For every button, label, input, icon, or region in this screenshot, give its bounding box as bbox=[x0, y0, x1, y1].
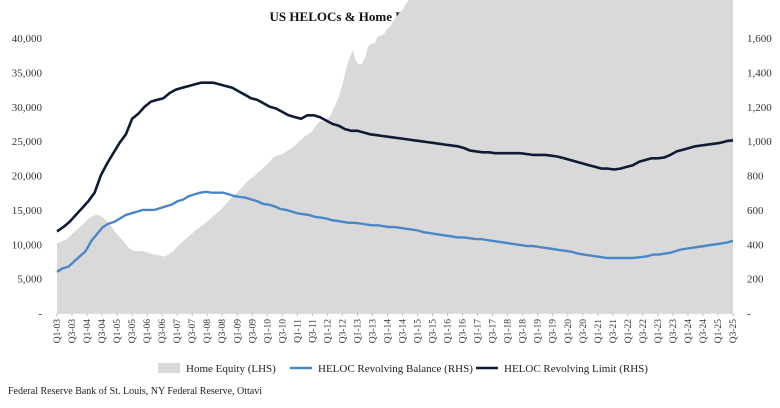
x-tick-label: Q1-16 bbox=[444, 319, 454, 344]
left-tick-label: 20,000 bbox=[12, 171, 43, 183]
right-tick-label: 1,000 bbox=[747, 136, 772, 148]
area-layer bbox=[57, 0, 733, 313]
x-tick-label: Q3-03 bbox=[68, 319, 78, 344]
right-tick-label: 800 bbox=[747, 171, 764, 183]
x-tick-label: Q3-17 bbox=[489, 319, 499, 344]
x-tick-label: Q3-05 bbox=[128, 319, 138, 344]
left-tick-label: - bbox=[38, 308, 42, 320]
legend: Home Equity (LHS) HELOC Revolving Balanc… bbox=[158, 363, 648, 375]
x-tick-label: Q3-24 bbox=[699, 319, 709, 344]
series-line-heloc-balance bbox=[56, 190, 734, 273]
right-tick-label: - bbox=[747, 308, 751, 320]
x-tick-label: Q3-07 bbox=[188, 319, 198, 344]
x-tick-label: Q1-19 bbox=[534, 319, 544, 344]
x-tick-label: Q1-18 bbox=[504, 319, 514, 344]
left-tick-label: 5,000 bbox=[17, 274, 42, 286]
series-line-heloc-limit bbox=[56, 81, 734, 233]
x-tick-label: Q1-07 bbox=[173, 319, 183, 344]
x-tick-label: Q1-17 bbox=[474, 319, 484, 344]
legend-label-home-equity: Home Equity (LHS) bbox=[186, 363, 276, 375]
left-axis: - 5,000 10,000 15,000 20,000 25,000 30,000 35,0… bbox=[12, 33, 43, 320]
x-tick-label: Q1-03 bbox=[53, 319, 63, 344]
left-tick-label: 40,000 bbox=[12, 33, 43, 45]
x-tick-label: Q1-22 bbox=[624, 319, 634, 344]
x-tick-label: Q1-12 bbox=[323, 319, 333, 344]
x-tick-label: Q3-09 bbox=[248, 319, 258, 344]
series-area-home-equity bbox=[57, 0, 733, 313]
left-tick-label: 25,000 bbox=[12, 136, 43, 148]
x-axis: Q1-03 Q3-03 Q1-04 Q3-04 Q1-05 Q3-05 Q1-06 Q3-06… bbox=[53, 313, 739, 343]
x-tick-label: Q1-24 bbox=[684, 319, 694, 344]
legend-label-heloc-balance: HELOC Revolving Balance (RHS) bbox=[318, 363, 473, 375]
x-tick-label: Q3-13 bbox=[368, 319, 378, 344]
right-tick-label: 200 bbox=[747, 274, 764, 286]
right-tick-label: 1,400 bbox=[747, 67, 772, 79]
x-tick-label: Q3-15 bbox=[429, 319, 439, 344]
x-tick-label: Q3-22 bbox=[639, 319, 649, 344]
x-tick-label: Q3-06 bbox=[158, 319, 168, 344]
x-tick-label: Q3-08 bbox=[218, 319, 228, 344]
legend-label-heloc-limit: HELOC Revolving Limit (RHS) bbox=[504, 363, 648, 375]
x-tick-label: Q1-06 bbox=[143, 319, 153, 344]
right-tick-label: 400 bbox=[747, 239, 764, 251]
left-tick-label: 35,000 bbox=[12, 67, 43, 79]
x-tick-label: Q1-05 bbox=[113, 319, 123, 344]
x-tick-label: Q1-09 bbox=[233, 319, 243, 344]
x-tick-label: Q1-25 bbox=[714, 319, 724, 344]
x-tick-label: Q3-10 bbox=[278, 319, 288, 344]
x-tick-label: Q1-15 bbox=[414, 319, 424, 344]
right-axis: - 200 400 600 800 1,000 1,200 1,400 1,600 bbox=[747, 33, 772, 320]
source-note: Federal Reserve Bank of St. Louis, NY Fe… bbox=[8, 386, 262, 397]
x-tick-label: Q1-20 bbox=[564, 319, 574, 344]
x-tick-label: Q3-25 bbox=[729, 319, 739, 344]
x-tick-label: Q1-04 bbox=[83, 319, 93, 344]
x-tick-label: Q1-23 bbox=[654, 319, 664, 344]
x-tick-label: Q1-11 bbox=[293, 319, 303, 343]
x-tick-label: Q1-08 bbox=[203, 319, 213, 344]
x-tick-label: Q3-20 bbox=[579, 319, 589, 344]
x-tick-label: Q1-21 bbox=[594, 319, 604, 344]
left-tick-label: 30,000 bbox=[12, 102, 43, 114]
x-tick-label: Q3-14 bbox=[399, 319, 409, 344]
x-tick-label: Q3-16 bbox=[459, 319, 469, 344]
right-tick-label: 600 bbox=[747, 205, 764, 217]
x-tick-label: Q3-23 bbox=[669, 319, 679, 344]
line-layer bbox=[56, 81, 734, 273]
x-tick-label: Q1-14 bbox=[383, 319, 393, 344]
left-tick-label: 10,000 bbox=[12, 239, 43, 251]
x-tick-label: Q3-19 bbox=[549, 319, 559, 344]
legend-swatch-home-equity bbox=[158, 363, 180, 373]
right-tick-label: 1,200 bbox=[747, 102, 772, 114]
x-tick-label: Q1-10 bbox=[263, 319, 273, 344]
x-tick-label: Q3-21 bbox=[609, 319, 619, 344]
right-tick-label: 1,600 bbox=[747, 33, 772, 45]
x-tick-label: Q3-04 bbox=[98, 319, 108, 344]
x-tick-label: Q3-12 bbox=[338, 319, 348, 344]
x-tick-label: Q3-18 bbox=[519, 319, 529, 344]
left-tick-label: 15,000 bbox=[12, 205, 43, 217]
x-tick-label: Q1-13 bbox=[353, 319, 363, 344]
x-tick-label: Q3-11 bbox=[308, 319, 318, 343]
